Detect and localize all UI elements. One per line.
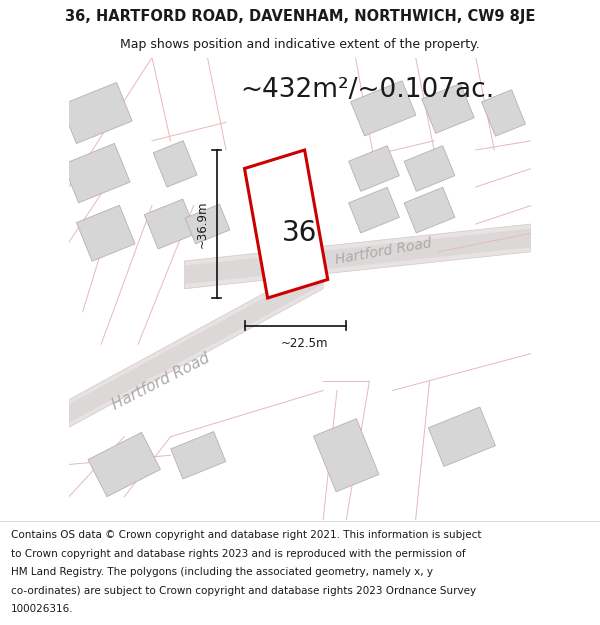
Polygon shape [171, 432, 226, 479]
Polygon shape [61, 82, 132, 144]
Text: ~36.9m: ~36.9m [196, 200, 208, 248]
Polygon shape [63, 143, 130, 203]
Polygon shape [184, 224, 531, 289]
Polygon shape [349, 146, 400, 191]
Polygon shape [349, 188, 400, 233]
Text: Hartford Road: Hartford Road [110, 350, 212, 413]
Polygon shape [245, 150, 328, 298]
Polygon shape [69, 266, 323, 423]
Text: Map shows position and indicative extent of the property.: Map shows position and indicative extent… [120, 38, 480, 51]
Text: Contains OS data © Crown copyright and database right 2021. This information is : Contains OS data © Crown copyright and d… [11, 531, 481, 541]
Polygon shape [88, 432, 160, 497]
Text: co-ordinates) are subject to Crown copyright and database rights 2023 Ordnance S: co-ordinates) are subject to Crown copyr… [11, 586, 476, 596]
Text: ~22.5m: ~22.5m [281, 338, 328, 350]
Polygon shape [404, 188, 455, 233]
Polygon shape [144, 199, 197, 249]
Text: Hartford Road: Hartford Road [334, 236, 433, 267]
Text: 100026316.: 100026316. [11, 604, 73, 614]
Polygon shape [482, 90, 526, 136]
Polygon shape [185, 204, 230, 244]
Polygon shape [422, 83, 474, 133]
Text: ~432m²/~0.107ac.: ~432m²/~0.107ac. [240, 77, 494, 103]
Polygon shape [404, 146, 455, 191]
Polygon shape [153, 141, 197, 187]
Polygon shape [69, 261, 323, 428]
Text: HM Land Registry. The polygons (including the associated geometry, namely x, y: HM Land Registry. The polygons (includin… [11, 568, 433, 578]
Polygon shape [314, 419, 379, 492]
Polygon shape [428, 407, 496, 466]
Polygon shape [77, 205, 135, 261]
Text: to Crown copyright and database rights 2023 and is reproduced with the permissio: to Crown copyright and database rights 2… [11, 549, 466, 559]
Polygon shape [184, 229, 531, 284]
Polygon shape [350, 81, 416, 136]
Text: 36, HARTFORD ROAD, DAVENHAM, NORTHWICH, CW9 8JE: 36, HARTFORD ROAD, DAVENHAM, NORTHWICH, … [65, 9, 535, 24]
Text: 36: 36 [283, 219, 317, 248]
